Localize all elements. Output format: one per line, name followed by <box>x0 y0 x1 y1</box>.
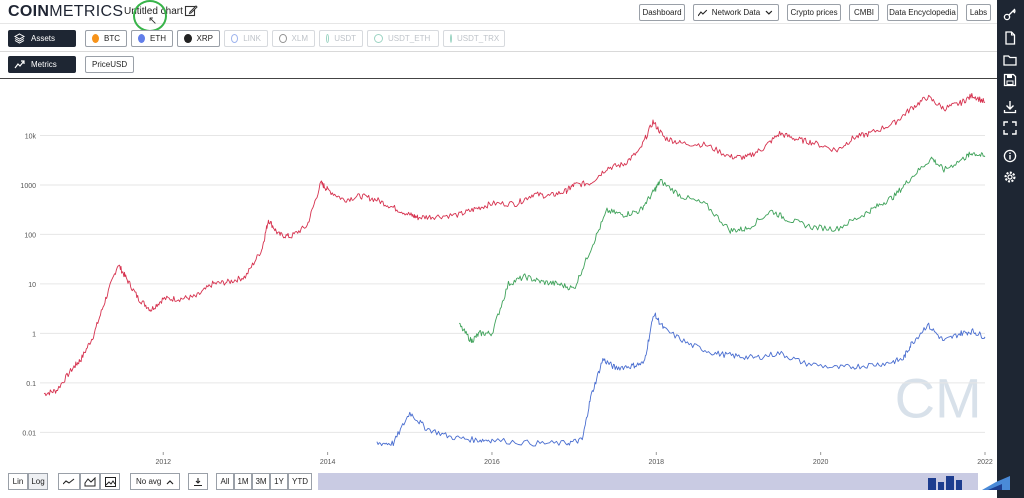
edit-title-icon[interactable] <box>184 4 198 18</box>
range-all-button[interactable]: All <box>216 473 234 490</box>
y-tick-label: 1000 <box>20 183 36 190</box>
usdt-asset-icon <box>326 34 330 43</box>
folder-icon[interactable] <box>1003 53 1017 67</box>
asset-chip-btc[interactable]: BTC <box>85 30 127 47</box>
asset-chip-eth[interactable]: ETH <box>131 30 173 47</box>
metrics-label: Metrics <box>31 60 57 69</box>
asset-chip-usdt-eth[interactable]: USDT_ETH <box>367 30 439 47</box>
nav-cmbi-button[interactable]: CMBI <box>849 4 879 21</box>
mouse-cursor-icon: ↖ <box>148 15 158 27</box>
xlm-asset-icon <box>279 34 287 43</box>
range-1y-button[interactable]: 1Y <box>270 473 288 490</box>
asset-chip-label: USDT_ETH <box>388 34 431 43</box>
assets-button[interactable]: Assets <box>8 30 76 47</box>
y-tick-label: 0.1 <box>26 381 36 388</box>
info-icon[interactable] <box>1003 149 1017 163</box>
chevron-down-icon <box>765 10 773 15</box>
asset-chip-label: XRP <box>196 34 213 43</box>
asset-chip-label: USDT_TRX <box>457 34 500 43</box>
coinmetrics-logo[interactable]: COINMETRICS <box>8 3 124 20</box>
y-tick-label: 10 <box>28 282 36 289</box>
series-line-2 <box>376 312 986 447</box>
asset-chip-usdt[interactable]: USDT <box>319 30 363 47</box>
y-tick-label: 100 <box>24 232 36 239</box>
asset-chip-link[interactable]: LINK <box>224 30 268 47</box>
asset-chip-xlm[interactable]: XLM <box>272 30 315 47</box>
new-file-icon[interactable] <box>1003 31 1017 45</box>
log-scale-button[interactable]: Log <box>28 473 48 490</box>
eth-asset-icon <box>138 34 145 43</box>
asset-chip-label: BTC <box>104 34 120 43</box>
y-tick-label: 0.01 <box>22 430 36 437</box>
time-range-navigator[interactable] <box>318 473 978 490</box>
y-tick-label: 1 <box>32 331 36 338</box>
nav-crypto-prices-button[interactable]: Crypto prices <box>787 4 841 21</box>
chart-watermark: CM <box>895 366 982 429</box>
series-line-0 <box>43 92 986 397</box>
divider <box>0 78 997 79</box>
x-tick-label: 2014 <box>320 459 336 464</box>
key-icon[interactable] <box>1003 7 1017 21</box>
export-icon <box>194 477 202 486</box>
download-icon[interactable] <box>1003 100 1017 114</box>
range-3m-button[interactable]: 3M <box>252 473 270 490</box>
x-tick-label: 2022 <box>977 459 993 464</box>
watermark-corner-logo <box>928 476 1010 490</box>
asset-chip-label: ETH <box>150 34 166 43</box>
line-style-icon <box>63 478 75 484</box>
save-icon[interactable] <box>1003 73 1017 87</box>
layers-icon <box>14 33 25 44</box>
line-style-button[interactable] <box>58 473 80 490</box>
nav-dashboard-button[interactable]: Dashboard <box>639 4 685 21</box>
usdt-trx-asset-icon <box>450 34 452 43</box>
x-tick-label: 2020 <box>813 459 829 464</box>
x-tick-label: 2012 <box>155 459 171 464</box>
area-chart-icon <box>84 476 96 486</box>
asset-chip-label: LINK <box>243 34 261 43</box>
metric-chip-priceusd[interactable]: PriceUSD <box>85 56 135 73</box>
image-export-button[interactable] <box>100 473 120 490</box>
xrp-asset-icon <box>184 34 192 43</box>
area-style-button[interactable] <box>80 473 100 490</box>
nav-network-data-label: Network Data <box>711 8 761 17</box>
assets-label: Assets <box>31 34 56 43</box>
range-ytd-button[interactable]: YTD <box>288 473 312 490</box>
line-chart-icon <box>698 9 708 16</box>
x-tick-label: 2016 <box>484 459 500 464</box>
x-tick-label: 2018 <box>649 459 665 464</box>
metrics-button[interactable]: Metrics <box>8 56 76 73</box>
average-select-label: No avg <box>136 477 162 486</box>
nav-labs-button[interactable]: Labs <box>966 4 991 21</box>
link-asset-icon <box>231 34 239 43</box>
settings-gear-icon[interactable] <box>1003 170 1017 184</box>
btc-asset-icon <box>92 34 99 43</box>
usdt-eth-asset-icon <box>374 34 383 43</box>
export-button[interactable] <box>188 473 208 490</box>
divider <box>0 51 997 52</box>
asset-chip-label: XLM <box>291 34 308 43</box>
asset-chip-usdt-trx[interactable]: USDT_TRX <box>443 30 505 47</box>
asset-chip-label: USDT <box>334 34 356 43</box>
top-bar: COINMETRICS Untitled chart ↖ Dashboard N… <box>0 0 997 32</box>
chevron-up-icon <box>166 479 174 484</box>
asset-chip-xrp[interactable]: XRP <box>177 30 220 47</box>
right-toolbar <box>997 0 1024 498</box>
fullscreen-icon[interactable] <box>1003 121 1017 135</box>
nav-network-data-select[interactable]: Network Data <box>693 4 779 21</box>
nav-data-encyclopedia-button[interactable]: Data Encyclopedia <box>887 4 958 21</box>
trend-up-icon <box>14 60 25 69</box>
range-1m-button[interactable]: 1M <box>234 473 252 490</box>
image-icon <box>104 476 116 487</box>
price-chart[interactable]: CM 0.01 0.1 1 10 100 1000 10k 2012 2014 2016 2018 20… <box>0 80 997 464</box>
series-line-1 <box>459 151 986 343</box>
average-select[interactable]: No avg <box>130 473 180 490</box>
linear-scale-button[interactable]: Lin <box>8 473 28 490</box>
y-tick-label: 10k <box>25 133 37 140</box>
